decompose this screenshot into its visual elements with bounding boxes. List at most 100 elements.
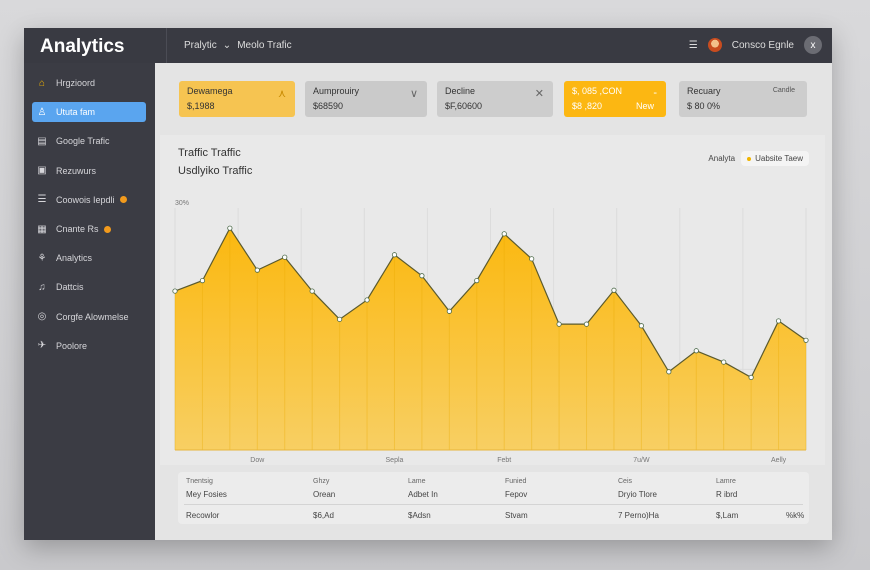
divider [166, 28, 167, 63]
close-icon[interactable]: ✕ [534, 88, 544, 100]
data-point [748, 374, 754, 380]
card-value: $,1988 [187, 101, 215, 111]
pin-icon: ✈ [37, 340, 47, 352]
sidebar-item-6[interactable]: ⚘ Analytics [32, 248, 146, 268]
sidebar-item-label: Dattcis [56, 282, 84, 293]
data-point [666, 369, 672, 375]
trend-up-icon[interactable]: ⋏ [277, 88, 286, 100]
data-point [391, 252, 398, 258]
table-header: Lamre [716, 478, 736, 485]
x-tick-label: Sepla [386, 457, 404, 464]
data-point [501, 231, 507, 237]
table-cell: $Adsn [408, 511, 431, 520]
sidebar-item-label: Corgfe Alowmelse [56, 311, 129, 322]
sidebar-item-label: Ututa fam [56, 107, 96, 118]
data-point [721, 359, 727, 365]
card-value: $68590 [313, 101, 344, 111]
table-cell: 7 Perno)Ha [618, 511, 659, 520]
sidebar-item-1[interactable]: ♙ Ututa fam [32, 102, 146, 123]
table-header: Funied [505, 478, 527, 485]
table-cell: %k% [786, 511, 805, 520]
sidebar-item-label: Rezuwurs [56, 165, 97, 176]
close-button[interactable]: x [804, 36, 822, 54]
stat-card[interactable]: $, 085 ,CON $8 ,820 - New [564, 81, 666, 117]
settings-icon: ◎ [37, 311, 47, 323]
breadcrumb-item[interactable]: Meolo Trafic [237, 40, 292, 51]
user-name[interactable]: Consco Egnle [731, 39, 794, 51]
legend-chip-label: Uabsite Taew [755, 154, 803, 163]
badge-icon [119, 196, 127, 204]
stat-card[interactable]: Decline $F,60600 ✕ [437, 81, 553, 117]
data-point [775, 318, 782, 324]
chevron-down-icon[interactable]: ∨ [409, 88, 418, 100]
home-icon: ⌂ [38, 77, 46, 89]
x-tick-label: Dow [250, 457, 265, 464]
table-header: Lame [408, 478, 426, 485]
sidebar-item-label: Analytics [56, 253, 93, 264]
sidebar-item-5[interactable]: ▦ Cnante Rs [32, 219, 146, 239]
data-point [529, 256, 535, 262]
sidebar-item-label: Cnante Rs [56, 224, 99, 234]
data-point [583, 321, 590, 327]
chart-icon: ⚘ [37, 252, 47, 264]
card-value: $8 ,820 [572, 101, 603, 111]
card-value: $F,60600 [445, 101, 483, 111]
sidebar-item-label: Coowois Iepdli [56, 194, 115, 205]
table-header: Ceis [618, 478, 633, 485]
dash-icon[interactable]: - [653, 87, 657, 99]
stat-card[interactable]: Aumprouiry $68590 ∨ [305, 81, 427, 117]
legend-dot-icon [747, 156, 752, 161]
data-point [474, 278, 480, 284]
sidebar: ⌂ Hrgzioord ♙ Ututa fam ▤ Google Trafic ▣ Rezuw… [24, 63, 155, 540]
chart-subtitle: Usdlyiko Traffic [178, 165, 253, 177]
sidebar-item-7[interactable]: ♫ Dattcis [32, 277, 146, 297]
x-tick-label: 7u/W [633, 457, 650, 464]
table-cell: Recowlor [186, 511, 220, 520]
table-cell: R ibrd [716, 490, 738, 499]
document-icon: ▣ [37, 165, 47, 177]
card-label: Decline [445, 86, 476, 96]
building-icon: ▤ [37, 135, 47, 147]
sidebar-item-4[interactable]: ☰ Coowois Iepdli [32, 190, 146, 210]
bell-icon: ♫ [38, 281, 46, 293]
chart-panel: 30% Dow Sepla Febt 7u/W Aelly Traffic Traffic… [160, 135, 825, 465]
sidebar-item-8[interactable]: ◎ Corgfe Alowmelse [32, 307, 146, 327]
x-tick-label: Aelly [771, 457, 787, 464]
chart-legend: Analyta Uabsite Taew [708, 151, 809, 166]
sidebar-item-3[interactable]: ▣ Rezuwurs [32, 161, 146, 181]
avatar[interactable] [707, 38, 722, 52]
breadcrumb: Pralytic ⌄ Meolo Trafic [184, 40, 298, 51]
data-point [199, 278, 206, 284]
table-cell: $6,Ad [313, 511, 334, 520]
hamburger-icon[interactable]: ☰ [688, 39, 698, 51]
badge-icon [103, 225, 111, 233]
card-label: Aumprouiry [313, 86, 360, 96]
sidebar-item-2[interactable]: ▤ Google Trafic [32, 131, 146, 151]
data-point [227, 225, 233, 231]
sidebar-item-9[interactable]: ✈ Poolore [32, 336, 146, 356]
app-title: Analytics [40, 36, 125, 57]
data-point [803, 337, 809, 343]
table-cell: Adbet In [408, 490, 438, 499]
legend-chip[interactable]: Uabsite Taew [741, 151, 809, 166]
chevron-down-icon[interactable]: ⌄ [222, 40, 232, 51]
card-label: Dewamega [187, 86, 233, 96]
table-cell: Fepov [505, 490, 528, 499]
stat-card[interactable]: Recuary $ 80 0% Candle [679, 81, 807, 117]
breadcrumb-item[interactable]: Pralytic [184, 40, 217, 51]
card-label: Recuary [687, 86, 721, 96]
data-point [282, 254, 288, 260]
sidebar-item-0[interactable]: ⌂ Hrgzioord [32, 73, 146, 93]
user-icon: ♙ [37, 106, 47, 118]
data-point [172, 288, 178, 294]
card-label: $, 085 ,CON [572, 86, 623, 96]
table-cell: Stvam [505, 511, 528, 520]
stat-card[interactable]: Dewamega $,1988 ⋏ [179, 81, 295, 117]
data-point [337, 316, 343, 322]
calendar-icon: ▦ [37, 223, 47, 235]
y-tick-label: 30% [175, 200, 189, 207]
data-point [556, 321, 562, 327]
main-content: Dewamega $,1988 ⋏ Aumprouiry $68590 ∨ Decline $… [155, 63, 832, 540]
legend-label: Analyta [708, 154, 736, 163]
table-cell: Dryio Tlore [618, 490, 657, 499]
